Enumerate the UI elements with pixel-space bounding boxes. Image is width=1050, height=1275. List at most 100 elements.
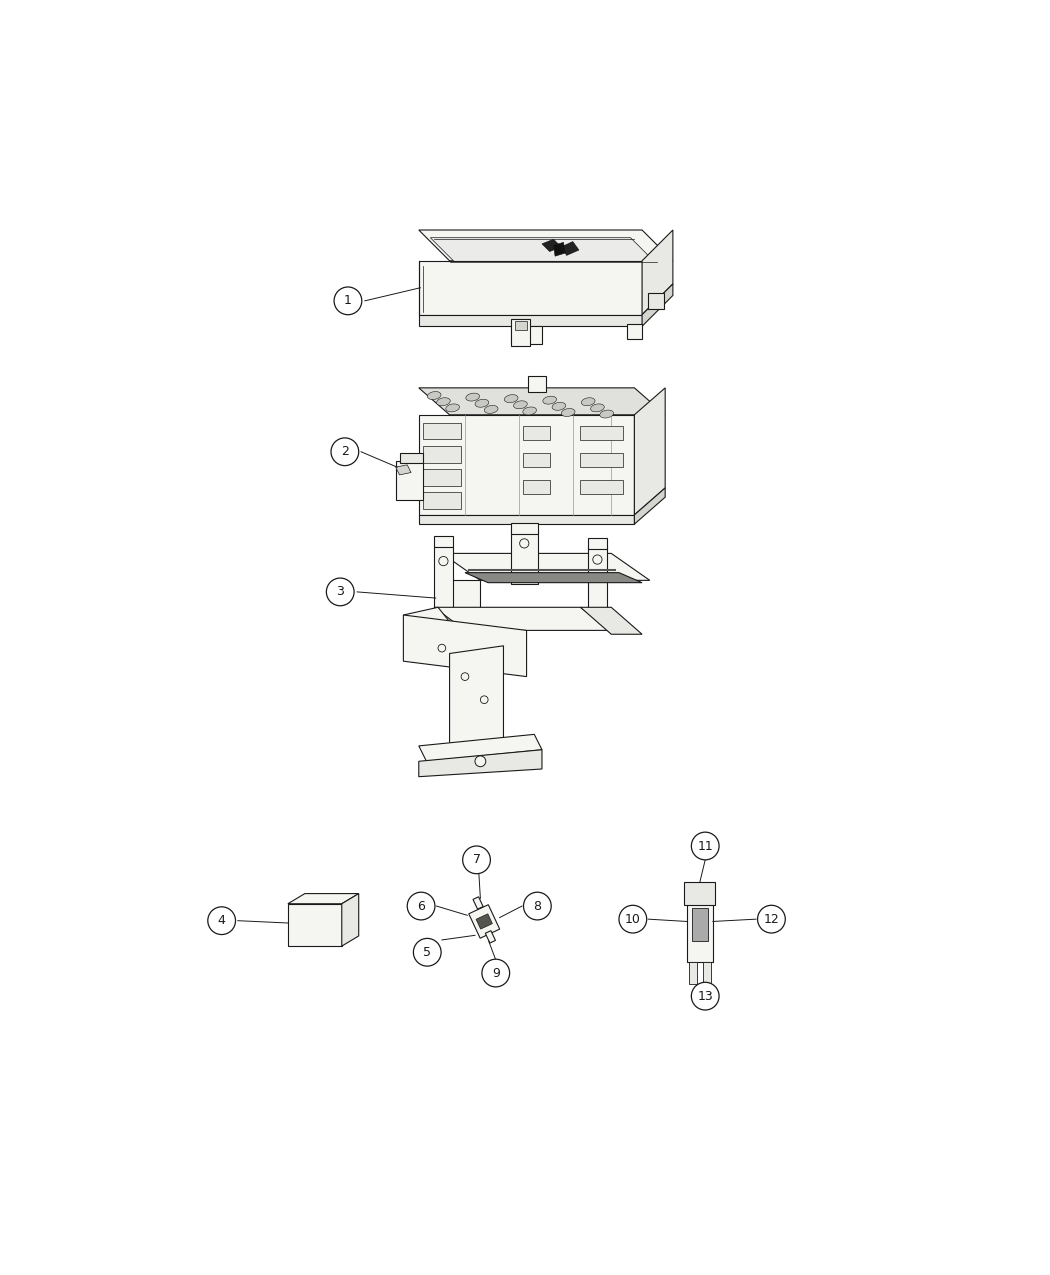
Polygon shape (702, 963, 711, 984)
Polygon shape (430, 237, 659, 266)
Polygon shape (523, 454, 550, 467)
Ellipse shape (427, 391, 441, 399)
Text: 13: 13 (697, 989, 713, 1002)
Polygon shape (442, 553, 650, 580)
Circle shape (334, 287, 362, 315)
Circle shape (691, 833, 719, 859)
Polygon shape (422, 422, 461, 440)
Ellipse shape (552, 403, 566, 411)
Circle shape (481, 696, 488, 704)
Polygon shape (511, 326, 542, 344)
Polygon shape (588, 546, 607, 615)
Text: 12: 12 (763, 913, 779, 926)
Circle shape (461, 673, 469, 681)
Text: 8: 8 (533, 900, 542, 913)
Polygon shape (419, 388, 666, 414)
Text: 4: 4 (217, 914, 226, 927)
Polygon shape (419, 315, 643, 326)
Text: 5: 5 (423, 946, 432, 959)
Polygon shape (528, 376, 546, 391)
Circle shape (593, 555, 602, 564)
Polygon shape (542, 240, 561, 251)
Polygon shape (468, 905, 500, 938)
Polygon shape (449, 646, 504, 746)
Ellipse shape (590, 404, 604, 412)
Polygon shape (581, 454, 623, 467)
Circle shape (620, 905, 647, 933)
Ellipse shape (562, 408, 575, 417)
Text: 2: 2 (341, 445, 349, 458)
Polygon shape (422, 469, 461, 486)
Polygon shape (689, 963, 697, 984)
Ellipse shape (466, 393, 480, 402)
Polygon shape (561, 241, 579, 255)
Polygon shape (399, 454, 422, 463)
Polygon shape (341, 894, 359, 946)
Polygon shape (419, 750, 542, 776)
Circle shape (520, 539, 529, 548)
Polygon shape (403, 615, 527, 677)
Polygon shape (685, 882, 715, 905)
Polygon shape (288, 894, 359, 904)
Ellipse shape (475, 399, 488, 407)
Circle shape (407, 892, 435, 921)
Polygon shape (422, 492, 461, 509)
Polygon shape (581, 481, 623, 495)
Polygon shape (472, 896, 483, 909)
Polygon shape (435, 546, 454, 622)
Polygon shape (634, 388, 666, 515)
Circle shape (439, 556, 448, 566)
Polygon shape (419, 414, 634, 515)
Circle shape (463, 847, 490, 873)
Polygon shape (643, 230, 673, 315)
Polygon shape (419, 230, 673, 261)
Polygon shape (435, 607, 611, 630)
Circle shape (691, 982, 719, 1010)
Polygon shape (511, 523, 538, 534)
Polygon shape (396, 462, 422, 500)
Polygon shape (465, 572, 643, 583)
Circle shape (414, 938, 441, 966)
Circle shape (331, 437, 359, 465)
Polygon shape (627, 324, 643, 339)
Polygon shape (643, 284, 673, 326)
Polygon shape (422, 445, 461, 463)
Polygon shape (476, 914, 492, 929)
Polygon shape (687, 901, 713, 963)
Ellipse shape (582, 398, 595, 405)
Polygon shape (553, 242, 565, 256)
Polygon shape (581, 426, 623, 440)
Circle shape (208, 907, 235, 935)
Polygon shape (523, 481, 550, 495)
Ellipse shape (513, 400, 527, 409)
Circle shape (482, 959, 509, 987)
Circle shape (758, 905, 785, 933)
Text: 11: 11 (697, 839, 713, 853)
Polygon shape (442, 580, 481, 630)
Polygon shape (419, 734, 542, 761)
Ellipse shape (484, 405, 498, 413)
Ellipse shape (523, 407, 537, 414)
Polygon shape (581, 607, 643, 634)
Polygon shape (403, 607, 468, 654)
Text: 9: 9 (491, 966, 500, 979)
Text: 7: 7 (472, 853, 481, 866)
Polygon shape (511, 530, 538, 584)
Polygon shape (634, 488, 666, 524)
Polygon shape (692, 908, 708, 941)
Ellipse shape (504, 395, 518, 403)
Polygon shape (288, 904, 341, 946)
Polygon shape (648, 293, 664, 309)
Circle shape (524, 892, 551, 921)
Circle shape (438, 644, 446, 652)
Text: 10: 10 (625, 913, 640, 926)
Polygon shape (588, 538, 607, 548)
Polygon shape (485, 931, 496, 944)
Text: 6: 6 (417, 900, 425, 913)
Ellipse shape (437, 398, 450, 405)
Text: 3: 3 (336, 585, 344, 598)
Polygon shape (435, 537, 454, 547)
Ellipse shape (446, 404, 460, 412)
Ellipse shape (600, 411, 613, 418)
Text: 1: 1 (344, 295, 352, 307)
